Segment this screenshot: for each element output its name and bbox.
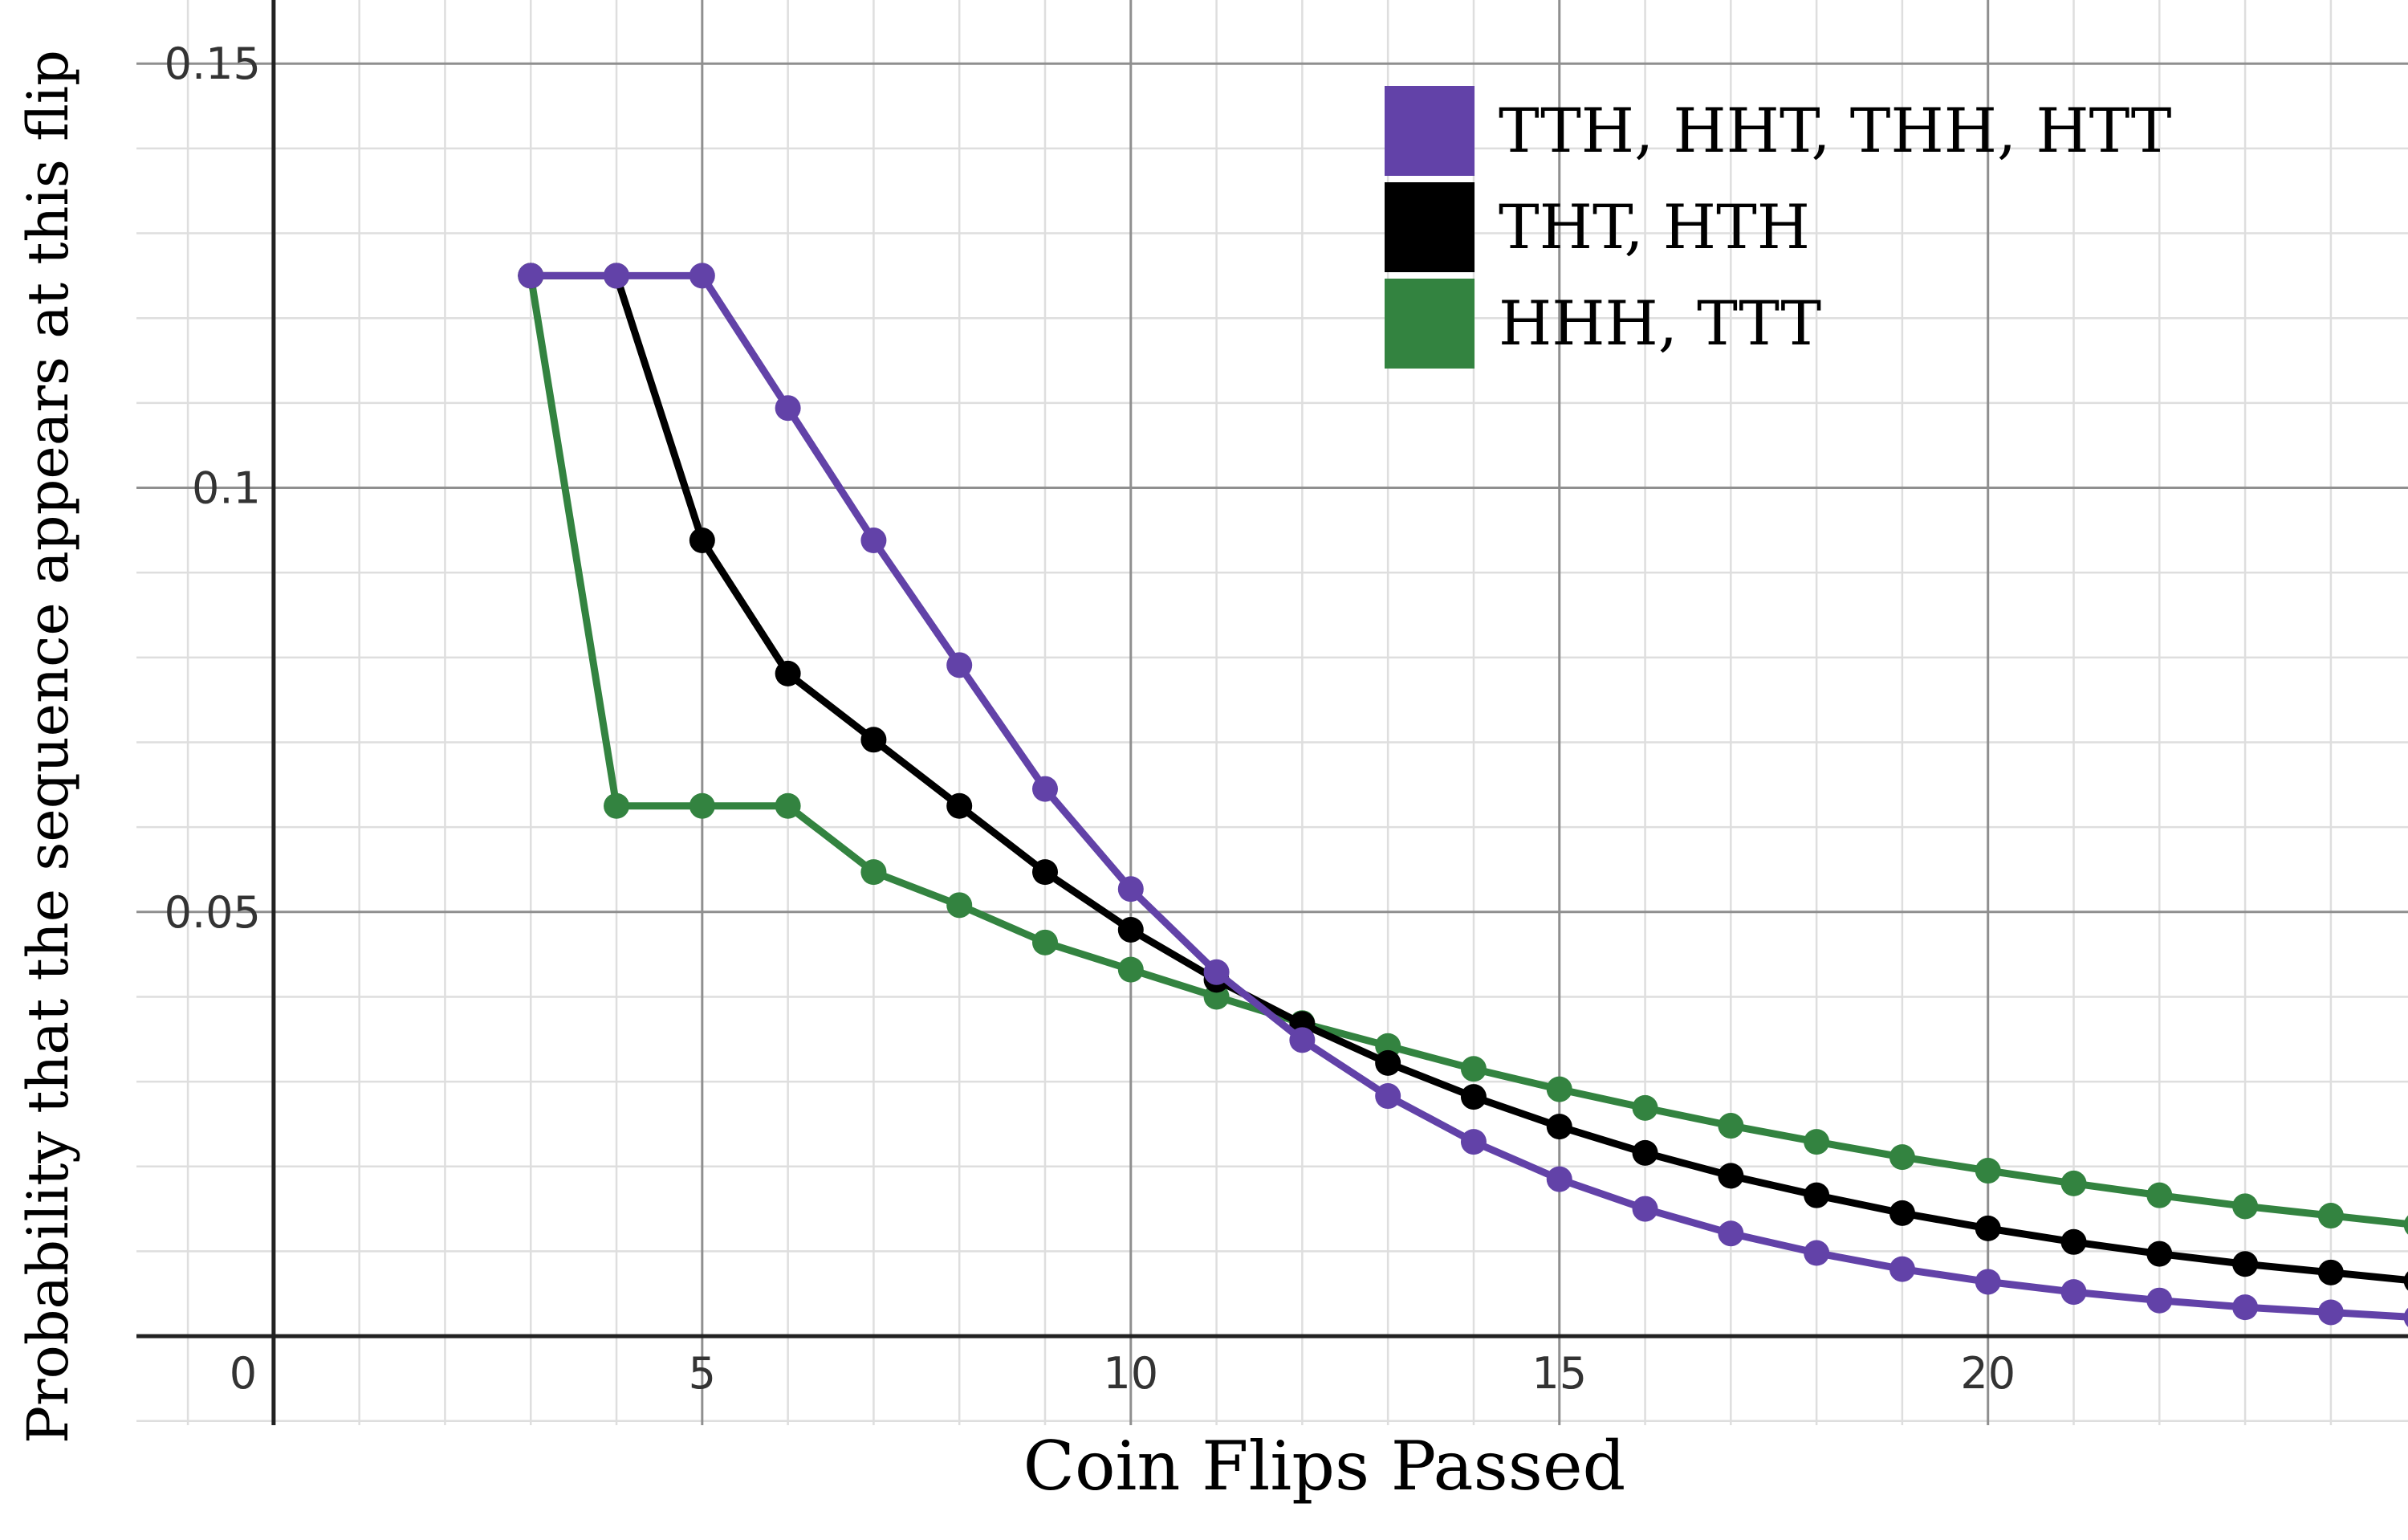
data-point bbox=[1203, 959, 1230, 985]
data-point bbox=[946, 652, 973, 678]
x-tick-label: 20 bbox=[1960, 1348, 2015, 1399]
data-point bbox=[1032, 776, 1058, 802]
data-point bbox=[689, 528, 715, 554]
x-tick-label: 0 bbox=[230, 1348, 257, 1399]
data-point bbox=[1975, 1215, 2001, 1241]
data-point bbox=[1975, 1158, 2001, 1184]
data-point bbox=[1460, 1129, 1487, 1155]
legend-swatch bbox=[1385, 279, 1474, 369]
data-point bbox=[1804, 1182, 1830, 1208]
minor-grid bbox=[136, 0, 2408, 1425]
data-point bbox=[2403, 1271, 2408, 1291]
data-point bbox=[1032, 929, 1058, 955]
legend-swatch bbox=[1385, 86, 1474, 176]
data-point bbox=[1718, 1113, 1744, 1139]
data-point bbox=[604, 792, 630, 819]
legend: TTH, HHT, THH, HTT THT, HTH HHH, TTT bbox=[1385, 86, 2171, 369]
data-point bbox=[1546, 1114, 1572, 1140]
data-point bbox=[1546, 1166, 1572, 1192]
data-point bbox=[775, 395, 801, 422]
data-point bbox=[2146, 1241, 2173, 1267]
data-point bbox=[1375, 1049, 1401, 1076]
major-grid bbox=[136, 0, 2408, 1425]
data-point bbox=[2060, 1170, 2087, 1196]
y-axis-label: Probability that the sequence appears at… bbox=[15, 50, 81, 1444]
data-point bbox=[2317, 1203, 2344, 1229]
data-point bbox=[2403, 1215, 2408, 1235]
data-point bbox=[860, 528, 887, 554]
tick-labels: 0 5 10 15 20 0.05 0.1 0.15 bbox=[165, 39, 2015, 1399]
data-point bbox=[1032, 859, 1058, 886]
data-point bbox=[946, 892, 973, 919]
legend-label: THT, HTH bbox=[1499, 191, 1810, 263]
data-point bbox=[1718, 1163, 1744, 1189]
data-point bbox=[1632, 1094, 1658, 1121]
data-point bbox=[2060, 1279, 2087, 1306]
data-point bbox=[1804, 1240, 1830, 1266]
data-point bbox=[689, 792, 715, 819]
data-point bbox=[1889, 1256, 1915, 1282]
data-point bbox=[1632, 1196, 1658, 1222]
data-point bbox=[1889, 1200, 1915, 1226]
data-point bbox=[2146, 1182, 2173, 1208]
series-line bbox=[527, 271, 2408, 1228]
data-point bbox=[2060, 1228, 2087, 1255]
data-point bbox=[1804, 1129, 1830, 1155]
data-point bbox=[1632, 1139, 1658, 1166]
data-point bbox=[860, 859, 887, 886]
data-point bbox=[689, 263, 715, 289]
data-point bbox=[1975, 1269, 2001, 1295]
data-point bbox=[2403, 1307, 2408, 1327]
data-point bbox=[2232, 1193, 2259, 1220]
x-tick-label: 15 bbox=[1531, 1348, 1587, 1399]
y-tick-label: 0.1 bbox=[192, 463, 261, 514]
data-point bbox=[775, 660, 801, 686]
data-point bbox=[2317, 1259, 2344, 1285]
series-layer bbox=[518, 263, 2408, 1327]
data-point bbox=[1460, 1084, 1487, 1110]
data-point bbox=[1460, 1056, 1487, 1082]
legend-swatch bbox=[1385, 182, 1474, 272]
data-point bbox=[518, 263, 544, 289]
y-tick-label: 0.05 bbox=[165, 887, 261, 938]
data-point bbox=[2232, 1294, 2259, 1321]
data-point bbox=[604, 263, 630, 289]
data-point bbox=[946, 792, 973, 819]
data-point bbox=[1117, 876, 1144, 902]
x-tick-label: 5 bbox=[689, 1348, 716, 1399]
series-1 bbox=[518, 263, 2408, 1291]
data-point bbox=[860, 727, 887, 753]
y-tick-label: 0.15 bbox=[165, 39, 261, 89]
x-axis-label: Coin Flips Passed bbox=[1023, 1427, 1626, 1505]
legend-label: HHH, TTT bbox=[1499, 287, 1821, 359]
legend-label: TTH, HHT, THH, HTT bbox=[1499, 95, 2171, 166]
series-0 bbox=[518, 263, 2408, 1327]
data-point bbox=[1718, 1220, 1744, 1247]
data-point bbox=[1546, 1076, 1572, 1102]
x-tick-label: 10 bbox=[1103, 1348, 1158, 1399]
data-point bbox=[2146, 1287, 2173, 1314]
data-point bbox=[1289, 1027, 1316, 1053]
data-point bbox=[2232, 1251, 2259, 1277]
data-point bbox=[2317, 1299, 2344, 1326]
data-point bbox=[1375, 1083, 1401, 1110]
data-point bbox=[1117, 956, 1144, 983]
axes bbox=[136, 0, 2408, 1425]
data-point bbox=[1889, 1144, 1915, 1171]
series-line bbox=[527, 271, 2408, 1321]
data-point bbox=[775, 792, 801, 819]
data-point bbox=[1117, 916, 1144, 943]
